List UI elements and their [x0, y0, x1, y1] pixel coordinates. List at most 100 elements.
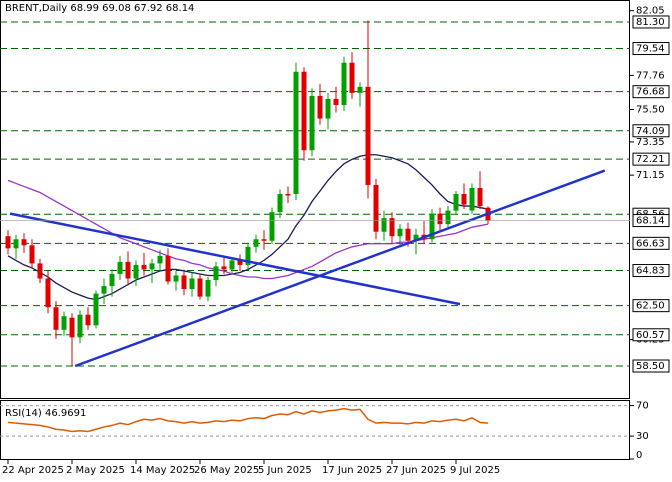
level-label: 62.50	[636, 301, 665, 312]
trendline	[74, 169, 606, 368]
candle-body	[269, 212, 275, 241]
candle-body	[117, 261, 123, 274]
rsi-title: RSI(14) 46.9691	[5, 408, 86, 419]
y-tick-label: 75.50	[636, 104, 665, 115]
trendline	[9, 212, 461, 306]
candle-body	[157, 255, 163, 264]
candle-body	[109, 273, 115, 287]
candle-body	[93, 293, 99, 326]
candle-body	[349, 62, 355, 93]
candle-body	[365, 86, 371, 185]
candle-body	[405, 228, 411, 241]
candle-body	[77, 314, 83, 338]
candle-body	[245, 246, 251, 265]
y-tick-label: 30	[636, 431, 649, 442]
candle-body	[301, 71, 307, 151]
level-label: 66.63	[636, 238, 665, 249]
level-label: 60.57	[636, 330, 665, 341]
level-label: 58.50	[636, 361, 665, 372]
y-tick-label: 71.15	[636, 170, 665, 181]
level-label: 81.30	[636, 17, 665, 28]
level-label: 76.68	[636, 87, 665, 98]
x-tick-label: 9 Jul 2025	[450, 465, 500, 476]
candle-body	[189, 278, 195, 290]
candle-body	[61, 316, 67, 330]
level-box	[632, 236, 670, 250]
x-tick-label: 27 Jun 2025	[386, 465, 446, 476]
candle-body	[141, 264, 147, 270]
candle-body	[205, 280, 211, 297]
current-price-label: 68.14	[636, 216, 665, 227]
price-pane	[0, 0, 630, 399]
candle-body	[277, 193, 283, 213]
candle-body	[69, 317, 75, 338]
level-box	[632, 124, 670, 138]
candle-body	[37, 263, 43, 279]
x-tick-label: 17 Jun 2025	[322, 465, 382, 476]
y-tick-label: 82.05	[636, 6, 665, 17]
candle-body	[357, 86, 363, 93]
candle-body	[413, 234, 419, 241]
level-box	[632, 299, 670, 313]
x-tick-label: 26 May 2025	[194, 465, 259, 476]
candle-body	[389, 218, 395, 237]
candle-body	[125, 261, 131, 279]
level-box	[632, 15, 670, 29]
candle-body	[253, 239, 259, 247]
level-box	[632, 152, 670, 166]
candle-body	[293, 71, 299, 194]
candle-body	[381, 218, 387, 232]
candle-body	[285, 193, 291, 196]
y-tick-label: 73.35	[636, 137, 665, 148]
candle-body	[133, 264, 139, 279]
level-box	[632, 359, 670, 373]
y-tick-label: 70	[636, 401, 649, 412]
level-label: 79.54	[636, 44, 665, 55]
candle-body	[21, 239, 27, 246]
level-box	[632, 328, 670, 342]
candle-body	[13, 239, 19, 249]
level-label: 74.09	[636, 126, 665, 137]
candle-body	[333, 98, 339, 105]
candle-body	[461, 193, 467, 205]
y-tick-label: 77.76	[636, 70, 665, 81]
rsi-pane	[0, 400, 630, 460]
candle-body	[437, 213, 443, 225]
current-price-box	[632, 214, 670, 228]
candle-body	[165, 255, 171, 282]
candle-body	[261, 239, 267, 241]
candle-body	[149, 263, 155, 270]
level-box	[632, 42, 670, 56]
candle-body	[477, 187, 483, 207]
chart-title: BRENT,Daily 68.99 69.08 67.92 68.14	[5, 3, 194, 14]
candle-body	[397, 228, 403, 237]
candle-body	[45, 278, 51, 308]
candle-body	[429, 213, 435, 240]
candle-body	[181, 275, 187, 290]
x-tick-label: 22 Apr 2025	[2, 465, 64, 476]
level-box	[632, 85, 670, 99]
x-tick-label: 5 Jun 2025	[258, 465, 312, 476]
candle-body	[453, 193, 459, 211]
candle-body	[229, 260, 235, 270]
candle-body	[325, 98, 331, 119]
candle-body	[101, 286, 107, 294]
candle-body	[341, 62, 347, 105]
candle-body	[29, 245, 35, 264]
level-label: 64.83	[636, 265, 665, 276]
candle-body	[5, 236, 11, 249]
candle-body	[445, 210, 451, 225]
candle-body	[309, 95, 315, 151]
candle-body	[213, 266, 219, 281]
candle-body	[237, 260, 243, 265]
candle-body	[221, 266, 227, 270]
rsi-line	[7, 407, 489, 433]
candle-body	[85, 314, 91, 326]
candle-body	[317, 95, 323, 119]
candle-body	[173, 275, 179, 282]
candle-body	[197, 278, 203, 297]
candle-body	[469, 187, 475, 211]
level-box	[632, 263, 670, 277]
level-label: 72.21	[636, 154, 665, 165]
